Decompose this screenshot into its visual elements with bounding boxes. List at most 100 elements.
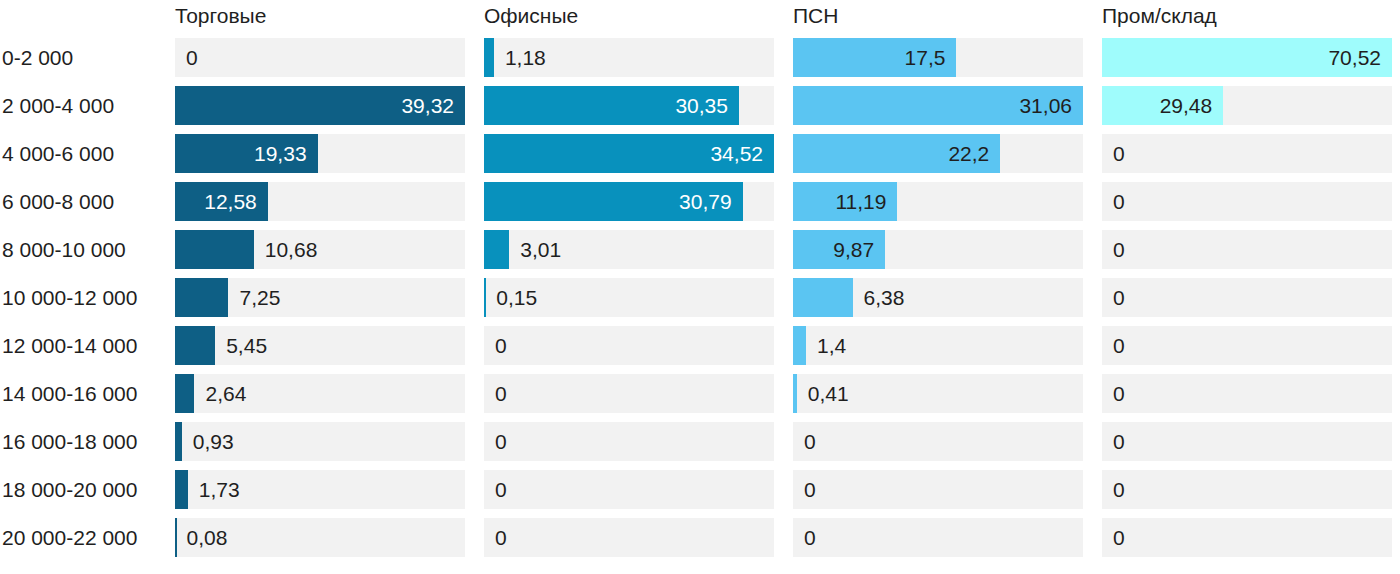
bar [484, 278, 486, 317]
bar-cell: 0 [1102, 374, 1392, 413]
bar-cell: 0 [1102, 518, 1392, 557]
value-label: 11,19 [835, 182, 886, 221]
bar-cell: 31,06 [793, 86, 1083, 125]
column-header-torgovye: Торговые [175, 3, 465, 28]
bar-cell: 0 [484, 326, 774, 365]
row-label: 18 000-20 000 [0, 470, 156, 509]
value-label: 0 [1113, 278, 1125, 317]
bar-cell: 12,58 [175, 182, 465, 221]
value-label: 7,25 [239, 278, 280, 317]
bar-cell: 0,08 [175, 518, 465, 557]
bar-cell: 5,45 [175, 326, 465, 365]
bar [793, 326, 806, 365]
bar-cell: 34,52 [484, 134, 774, 173]
chart-row: 10 000-12 0007,250,156,380 [0, 278, 1400, 317]
row-label: 4 000-6 000 [0, 134, 156, 173]
bar-cell: 11,19 [793, 182, 1083, 221]
value-label: 0 [804, 422, 816, 461]
bar [793, 374, 797, 413]
value-label: 0 [1113, 326, 1125, 365]
bar-cell: 1,4 [793, 326, 1083, 365]
chart-row: 2 000-4 00039,3230,3531,0629,48 [0, 86, 1400, 125]
row-label: 14 000-16 000 [0, 374, 156, 413]
value-label: 0 [1113, 374, 1125, 413]
grouped-bar-chart: Торговые Офисные ПСН Пром/склад 0-2 0000… [0, 0, 1400, 574]
bar-cell: 19,33 [175, 134, 465, 173]
row-label: 20 000-22 000 [0, 518, 156, 557]
bar-cell: 1,18 [484, 38, 774, 77]
bar-cell: 0 [484, 470, 774, 509]
bar-cell: 0 [793, 470, 1083, 509]
bar-cell: 0 [484, 374, 774, 413]
value-label: 0 [1113, 470, 1125, 509]
value-label: 0,15 [496, 278, 537, 317]
bar [175, 470, 188, 509]
value-label: 1,4 [817, 326, 846, 365]
bar-cell: 39,32 [175, 86, 465, 125]
value-label: 0 [495, 518, 507, 557]
chart-row: 8 000-10 00010,683,019,870 [0, 230, 1400, 269]
chart-row: 20 000-22 000 0,08 0 0 0 [0, 518, 1400, 557]
value-label: 34,52 [710, 134, 763, 173]
bar-cell: 0 [1102, 230, 1392, 269]
chart-rows: 0-2 00001,1817,570,522 000-4 00039,3230,… [0, 38, 1400, 557]
bar-cell: 2,64 [175, 374, 465, 413]
value-label: 0 [495, 374, 507, 413]
value-label: 2,64 [205, 374, 246, 413]
value-label: 10,68 [265, 230, 318, 269]
bar-cell: 0,41 [793, 374, 1083, 413]
chart-row: 14 000-16 000 2,64 0 0,41 0 [0, 374, 1400, 413]
value-label: 30,35 [675, 86, 728, 125]
bar-cell: 0 [484, 518, 774, 557]
value-label: 0 [495, 422, 507, 461]
value-label: 0 [186, 38, 198, 77]
value-label: 30,79 [679, 182, 732, 221]
bar-cell: 0 [1102, 278, 1392, 317]
value-label: 0 [1113, 230, 1125, 269]
bar [175, 422, 182, 461]
value-label: 0 [1113, 134, 1125, 173]
value-label: 0 [495, 470, 507, 509]
row-label: 6 000-8 000 [0, 182, 156, 221]
chart-row: 0-2 00001,1817,570,52 [0, 38, 1400, 77]
value-label: 0 [804, 518, 816, 557]
bar-cell: 9,87 [793, 230, 1083, 269]
bar-cell: 0 [1102, 134, 1392, 173]
value-label: 1,18 [505, 38, 546, 77]
bar-cell: 0 [1102, 182, 1392, 221]
row-label: 12 000-14 000 [0, 326, 156, 365]
value-label: 29,48 [1160, 86, 1213, 125]
value-label: 17,5 [905, 38, 946, 77]
bar-cell: 10,68 [175, 230, 465, 269]
bar-cell: 0,15 [484, 278, 774, 317]
bar-cell: 0,93 [175, 422, 465, 461]
value-label: 0,93 [193, 422, 234, 461]
value-label: 0 [804, 470, 816, 509]
bar-cell: 22,2 [793, 134, 1083, 173]
chart-row: 18 000-20 0001,73000 [0, 470, 1400, 509]
value-label: 70,52 [1328, 38, 1381, 77]
value-label: 0 [1113, 422, 1125, 461]
value-label: 0,08 [187, 518, 228, 557]
bar-cell: 0 [1102, 470, 1392, 509]
row-label: 10 000-12 000 [0, 278, 156, 317]
value-label: 22,2 [948, 134, 989, 173]
value-label: 5,45 [226, 326, 267, 365]
column-header-row: Торговые Офисные ПСН Пром/склад [0, 3, 1400, 28]
value-label: 19,33 [254, 134, 307, 173]
bar [175, 278, 228, 317]
value-label: 31,06 [1019, 86, 1072, 125]
bar [175, 374, 194, 413]
bar-cell: 0 [484, 422, 774, 461]
value-label: 0 [1113, 518, 1125, 557]
chart-row: 4 000-6 000 19,33 34,52 22,2 0 [0, 134, 1400, 173]
bar-cell: 30,35 [484, 86, 774, 125]
bar-cell: 0 [1102, 326, 1392, 365]
bar-cell: 7,25 [175, 278, 465, 317]
bar-cell: 3,01 [484, 230, 774, 269]
bar-cell: 0 [793, 422, 1083, 461]
bar-cell: 29,48 [1102, 86, 1392, 125]
chart-row: 16 000-18 0000,93000 [0, 422, 1400, 461]
value-label: 3,01 [520, 230, 561, 269]
bar-cell: 30,79 [484, 182, 774, 221]
